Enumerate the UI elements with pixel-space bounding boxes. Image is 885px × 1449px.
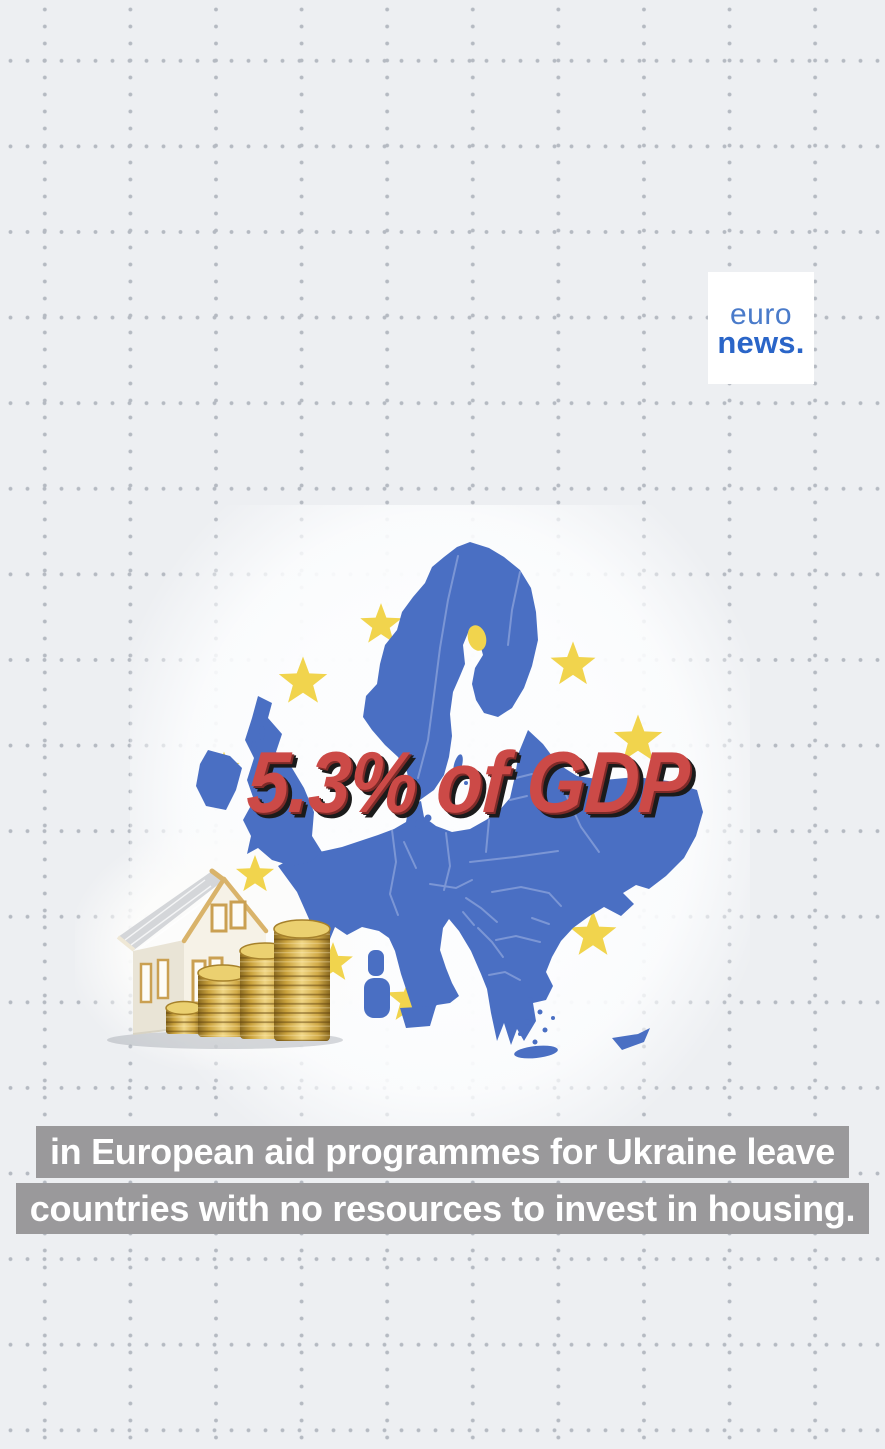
cyprus [612, 1028, 650, 1050]
europe-map-illustration [196, 542, 703, 1059]
europe-mainland [278, 730, 703, 1045]
aegean-isle [524, 1019, 530, 1025]
corsica [368, 950, 384, 976]
country-borders [388, 555, 600, 981]
danish-isle [424, 814, 432, 822]
scandinavia [363, 542, 538, 800]
euronews-logo: euro news. [708, 272, 814, 384]
coin-stack [273, 919, 331, 1041]
danish-isle [415, 819, 425, 829]
aland-isle [464, 781, 468, 785]
coin-stack [197, 964, 249, 1037]
aegean-isle [532, 1039, 538, 1045]
islands [251, 726, 650, 1059]
crete [514, 1045, 558, 1059]
sardinia [364, 978, 390, 1018]
front-windows [139, 958, 170, 1004]
eu-star-icon [550, 641, 596, 685]
hebrides [251, 740, 257, 752]
gotland [453, 754, 463, 776]
headline-stat: 5.3% of GDP [244, 734, 692, 832]
aland-isle [457, 775, 463, 781]
caption-line-1: in European aid programmes for Ukraine l… [35, 1126, 850, 1178]
aegean-isle [542, 1027, 548, 1033]
aegean-isle [551, 1016, 555, 1020]
sicily [400, 1006, 436, 1028]
ridge-trim [209, 868, 227, 883]
aegean-isle [527, 997, 533, 1003]
aegean-isle [537, 1009, 543, 1015]
caption: in European aid programmes for Ukraine l… [0, 1126, 885, 1239]
logo-text-euro: euro [729, 298, 793, 332]
eu-star-icon [278, 656, 328, 703]
aegean-isle [518, 1032, 522, 1036]
caption-line-2: countries with no resources to invest in… [15, 1182, 870, 1235]
hebrides [259, 726, 265, 740]
ireland [196, 750, 242, 810]
attic-windows [210, 900, 247, 933]
roof-slope [118, 871, 224, 950]
star-peek-gap [467, 625, 487, 651]
coin-stack [165, 1000, 203, 1034]
house-and-coins-illustration [107, 868, 343, 1049]
roof-eave-trim [116, 935, 136, 952]
logo-text-news: news. [717, 325, 805, 361]
roof-shingles [124, 879, 218, 950]
